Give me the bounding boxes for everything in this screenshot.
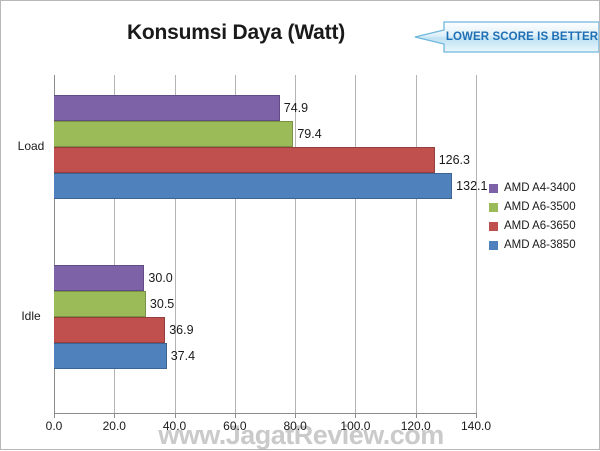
x-tick-mark — [355, 413, 357, 418]
x-tick-label: 40.0 — [162, 419, 187, 433]
bar-value-label: 126.3 — [438, 153, 470, 167]
x-tick-label: 0.0 — [45, 419, 63, 433]
bar-value-label: 74.9 — [283, 101, 309, 115]
bar-value-label: 30.5 — [149, 297, 175, 311]
legend-swatch-icon — [489, 240, 498, 250]
x-tick-label: 140.0 — [460, 419, 492, 433]
chart-title: Konsumsi Daya (Watt) — [126, 21, 346, 44]
gridline — [114, 75, 116, 413]
bar — [54, 343, 167, 369]
x-tick-mark — [415, 413, 417, 418]
gridline — [234, 75, 236, 413]
legend-swatch-icon — [489, 221, 498, 231]
x-tick-label: 100.0 — [340, 419, 371, 433]
bar — [54, 265, 145, 291]
bar — [54, 291, 146, 317]
legend-label: AMD A6-3500 — [504, 201, 576, 213]
x-tick-label: 80.0 — [283, 419, 307, 433]
y-axis-line — [54, 75, 55, 413]
arrow-left-icon — [414, 21, 599, 53]
bar-value-label: 30.0 — [148, 271, 173, 285]
gridline — [174, 75, 176, 413]
x-tick-label: 60.0 — [223, 419, 247, 433]
x-tick-mark — [174, 413, 176, 418]
legend-swatch-icon — [489, 183, 498, 193]
gridline — [476, 75, 477, 413]
bar-value-label: 132.1 — [456, 179, 488, 193]
legend-item: AMD A6-3500 — [489, 198, 576, 216]
chart-legend: AMD A4-3400 AMD A6-3500 AMD A6-3650 AMD A8-… — [489, 179, 576, 255]
x-axis-line — [54, 413, 476, 414]
x-tick-mark — [234, 413, 236, 418]
x-tick-label: 120.0 — [400, 419, 431, 433]
legend-item: AMD A8-3850 — [489, 236, 576, 254]
bar — [54, 317, 166, 343]
legend-label: AMD A6-3650 — [504, 220, 576, 232]
legend-swatch-icon — [489, 202, 498, 212]
bar-value-label: 79.4 — [297, 127, 322, 141]
bar-value-label: 37.4 — [170, 349, 196, 363]
bar — [54, 173, 453, 199]
category-label-idle: Idle — [21, 309, 41, 323]
plot-area: 74.9 79.4 126.3 132.1 30.0 30.5 36.9 37.4 — [54, 75, 487, 414]
x-tick-mark — [114, 413, 116, 418]
x-tick-label: 20.0 — [102, 419, 126, 433]
bar — [54, 147, 435, 173]
bar — [54, 121, 294, 147]
bar-value-label: 36.9 — [169, 323, 194, 337]
bar — [54, 95, 280, 121]
x-tick-mark — [295, 413, 297, 418]
gridline — [415, 75, 417, 413]
x-tick-mark — [476, 413, 477, 418]
gridline — [295, 75, 297, 413]
legend-label: AMD A8-3850 — [504, 239, 576, 251]
lower-score-callout: LOWER SCORE IS BETTER — [413, 20, 599, 54]
legend-item: AMD A6-3650 — [489, 217, 576, 235]
callout-label: LOWER SCORE IS BETTER — [445, 31, 599, 43]
legend-label: AMD A4-3400 — [504, 182, 576, 194]
legend-item: AMD A4-3400 — [489, 179, 576, 197]
gridline — [355, 75, 357, 413]
x-tick-mark — [54, 413, 55, 418]
category-label-load: Load — [17, 139, 45, 153]
